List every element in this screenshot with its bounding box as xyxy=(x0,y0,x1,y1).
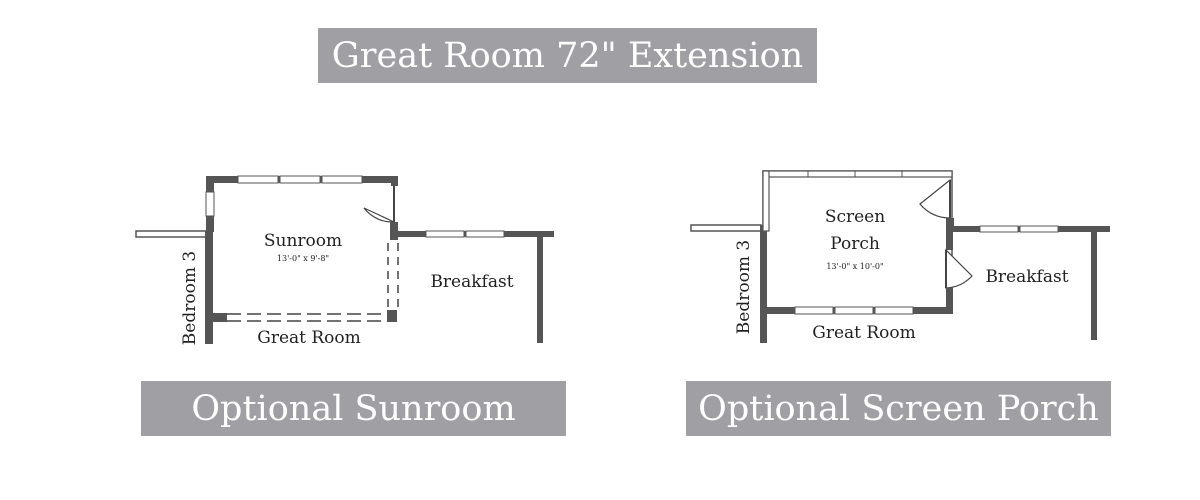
breakfast-east-wall xyxy=(1091,226,1097,340)
exterior-wall-stub xyxy=(690,224,762,232)
screen-wall-north xyxy=(762,170,953,178)
window xyxy=(205,191,215,217)
column xyxy=(387,310,397,322)
room-name: Sunroom xyxy=(264,231,342,251)
door-swing xyxy=(945,248,973,289)
room-dimensions: 13'-0" x 10'-0" xyxy=(826,262,883,271)
page-title: Great Room 72" Extension xyxy=(318,28,817,83)
bedroom-label: Bedroom 3 xyxy=(180,251,200,345)
window xyxy=(834,306,874,315)
bedroom-label: Bedroom 3 xyxy=(734,240,754,334)
screen-wall-west xyxy=(762,170,770,232)
window xyxy=(237,175,279,184)
window xyxy=(1019,225,1059,233)
window xyxy=(425,230,465,238)
exterior-wall-stub xyxy=(135,230,207,238)
sunroom-plan: Sunroom 13'-0" x 9'-8" Breakfast Great R… xyxy=(135,175,554,348)
door-swing xyxy=(363,186,395,223)
screen-porch-caption: Optional Screen Porch xyxy=(686,381,1111,436)
window xyxy=(279,175,321,184)
window xyxy=(465,230,505,238)
column xyxy=(213,313,227,322)
sunroom-east-wall xyxy=(390,222,398,240)
window xyxy=(321,175,363,184)
room-name-line2: Porch xyxy=(830,234,880,254)
porch-east-wall xyxy=(946,218,954,232)
breakfast-label: Breakfast xyxy=(430,272,513,292)
window xyxy=(794,306,834,315)
breakfast-east-wall xyxy=(537,231,543,343)
room-name: Screen xyxy=(825,207,885,227)
bedroom-wall xyxy=(205,231,213,344)
great-room-label: Great Room xyxy=(812,323,916,343)
room-dimensions: 13'-0" x 9'-8" xyxy=(277,254,329,263)
screen-porch-plan: Screen Porch 13'-0" x 10'-0" Breakfast G… xyxy=(690,170,1110,343)
great-room-label: Great Room xyxy=(257,328,361,348)
sunroom-east-wall xyxy=(391,176,398,186)
breakfast-label: Breakfast xyxy=(985,267,1068,287)
window xyxy=(979,225,1019,233)
sunroom-caption: Optional Sunroom xyxy=(141,381,566,436)
window xyxy=(874,306,914,315)
porch-east-wall xyxy=(946,232,953,250)
porch-east-wall xyxy=(946,288,953,312)
door-swing xyxy=(919,178,951,219)
